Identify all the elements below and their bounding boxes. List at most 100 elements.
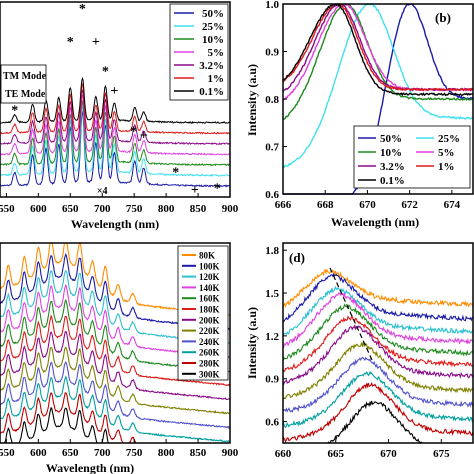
- panel-b-x-tick-label: 666: [275, 199, 292, 211]
- panel-d-peak-shift-line: [329, 267, 373, 361]
- panel-b-label: (b): [435, 10, 451, 25]
- panel-a-series-1%: [0, 82, 231, 135]
- panel-c-legend-label: 280K: [199, 359, 220, 369]
- panel-a-annotation: *: [172, 166, 179, 181]
- panel-c-x-label: Wavelength (nm): [46, 461, 134, 474]
- panel-d-y-tick-label: 1.8: [265, 245, 279, 257]
- panel-c-legend-label: 80K: [199, 251, 215, 261]
- panel-b-legend-label: 25%: [438, 133, 460, 145]
- panel-a: ****+*+*+*+*×4 550600650700750800850900 …: [0, 1, 239, 231]
- panel-c-legend-label: 240K: [199, 337, 220, 347]
- panel-d-series-2: [282, 285, 474, 338]
- panel-a-legend-label: 0.1%: [199, 86, 224, 98]
- panel-d-x-ticks: 660 665 670 675: [275, 439, 450, 460]
- panel-d-series-7: [282, 340, 474, 400]
- panel-c-x-tick-label: 600: [30, 447, 47, 459]
- panel-b-series-5%: [282, 3, 474, 101]
- panel-a-x-tick-label: 900: [222, 203, 239, 215]
- panel-c-legend-box: [177, 245, 229, 381]
- panel-d: 660 665 670 675 0.6 0.9 1.2 1.5 1.8 Intensity (…: [245, 242, 474, 460]
- panel-c-x-tick-label: 700: [94, 447, 111, 459]
- panel-b-y-tick-label: 0.8: [265, 94, 279, 106]
- panel-d-x-tick-label: 675: [433, 448, 450, 460]
- panel-b-legend-label: 0.1%: [380, 175, 405, 187]
- panel-a-annotation: *: [79, 2, 86, 17]
- panel-c-x-ticks: 550 600 650 700 750 800 850 900: [0, 439, 239, 459]
- panel-a-legend-label: 5%: [208, 47, 225, 59]
- panel-d-x-tick-label: 665: [328, 448, 345, 460]
- panel-c-legend-label: 100K: [199, 261, 220, 271]
- panel-a-x-tick-label: 750: [126, 203, 143, 215]
- panel-b-x-label: Wavelength (nm): [331, 215, 419, 229]
- panel-c-x-tick-label: 900: [222, 447, 239, 459]
- panel-d-series-6: [282, 324, 474, 386]
- panel-a-series-5%: [0, 94, 231, 156]
- panel-a-frame: [0, 1, 231, 198]
- panel-b: 666 668 670 672 674 0.6 0.7 0.8 0.9 1.0 Waveleng…: [245, 0, 474, 229]
- panel-a-mode-box: [0, 64, 47, 104]
- panel-c-legend-label: 300K: [199, 369, 220, 379]
- panel-b-series-0.1%: [282, 2, 474, 97]
- panel-c-series-180K: [0, 314, 231, 387]
- panel-d-series-8: [282, 356, 474, 413]
- panel-a-legend-label: 50%: [202, 8, 224, 20]
- panel-d-label: (d): [289, 250, 305, 265]
- panel-a-x-tick-label: 600: [30, 203, 47, 215]
- panel-c-legend-label: 220K: [199, 326, 220, 336]
- panel-d-y-tick-label: 0.6: [265, 417, 279, 429]
- panel-b-legend-label: 50%: [380, 133, 402, 145]
- panel-c-legend-label: 120K: [199, 272, 220, 282]
- panel-d-y-tick-label: 1.5: [265, 288, 279, 300]
- panel-b-x-tick-label: 668: [317, 199, 334, 211]
- panel-d-frame: [282, 242, 474, 444]
- panel-c-series-200K: [0, 330, 230, 401]
- panel-a-series-0.1%: [0, 76, 231, 124]
- panel-c-frame: [0, 242, 231, 444]
- panel-d-x-tick-label: 670: [380, 448, 397, 460]
- panel-b-y-ticks: 0.6 0.7 0.8 0.9 1.0: [265, 0, 287, 201]
- panel-a-series-10%: [0, 100, 231, 167]
- panel-b-legend-label: 3.2%: [380, 161, 405, 173]
- panel-a-legend-label: 1%: [208, 73, 225, 85]
- panel-b-legend: 50% 25% 10% 5% 3.2% 1% 0.1%: [353, 125, 471, 189]
- panel-a-annotation: *: [102, 64, 109, 79]
- panel-d-curves: [282, 268, 474, 444]
- panel-a-annotation: *: [11, 103, 18, 118]
- panel-a-series-25%: [0, 105, 231, 178]
- panel-a-annotation: +: [110, 84, 118, 99]
- panel-b-x-tick-label: 674: [444, 199, 461, 211]
- panel-c-legend-label: 140K: [199, 283, 220, 293]
- panel-d-y-tick-label: 0.9: [265, 374, 279, 386]
- panel-a-annotations: ****+*+*+*+*×4: [11, 2, 221, 198]
- panel-c-legend-label: 200K: [199, 315, 220, 325]
- panel-a-x-tick-label: 650: [62, 203, 79, 215]
- panel-b-legend-label: 1%: [438, 161, 455, 173]
- panel-c: 550 600 650 700 750 800 850 900 Wavelength (nm)…: [0, 242, 239, 474]
- panel-b-y-tick-label: 0.6: [265, 189, 279, 201]
- panel-c-legend-label: 160K: [199, 294, 220, 304]
- panel-b-y-tick-label: 0.7: [265, 142, 279, 154]
- panel-c-curves: [0, 242, 231, 444]
- panel-a-series-3.2%: [0, 89, 231, 146]
- panel-b-x-tick-label: 672: [401, 199, 418, 211]
- panel-b-series-10%: [282, 3, 474, 121]
- panel-d-series-0: [282, 268, 474, 309]
- panel-b-y-tick-label: 0.9: [265, 47, 279, 59]
- panel-b-legend-label: 10%: [380, 147, 402, 159]
- panel-a-annotation: *: [130, 125, 137, 140]
- panel-a-x-tick-label: 700: [94, 203, 111, 215]
- panel-c-x-tick-label: 550: [0, 447, 15, 459]
- panel-a-annotation: *: [67, 35, 74, 50]
- panel-a-mode-labels: TM Mode TE Mode: [0, 64, 47, 104]
- panel-a-x-tick-label: 800: [158, 203, 175, 215]
- panel-b-legend-box: [353, 125, 471, 189]
- panel-b-legend-label: 5%: [438, 147, 455, 159]
- panel-a-x-ticks: 550 600 650 700 750 800 850 900: [0, 193, 239, 215]
- panel-c-x-tick-label: 650: [62, 447, 79, 459]
- panel-a-x-tick-label: 850: [190, 203, 207, 215]
- panel-a-annotation: +: [140, 129, 148, 144]
- panel-a-legend-box: [169, 3, 229, 101]
- panel-a-x-tick-label: 550: [0, 203, 15, 215]
- panel-d-series-11: [283, 400, 473, 444]
